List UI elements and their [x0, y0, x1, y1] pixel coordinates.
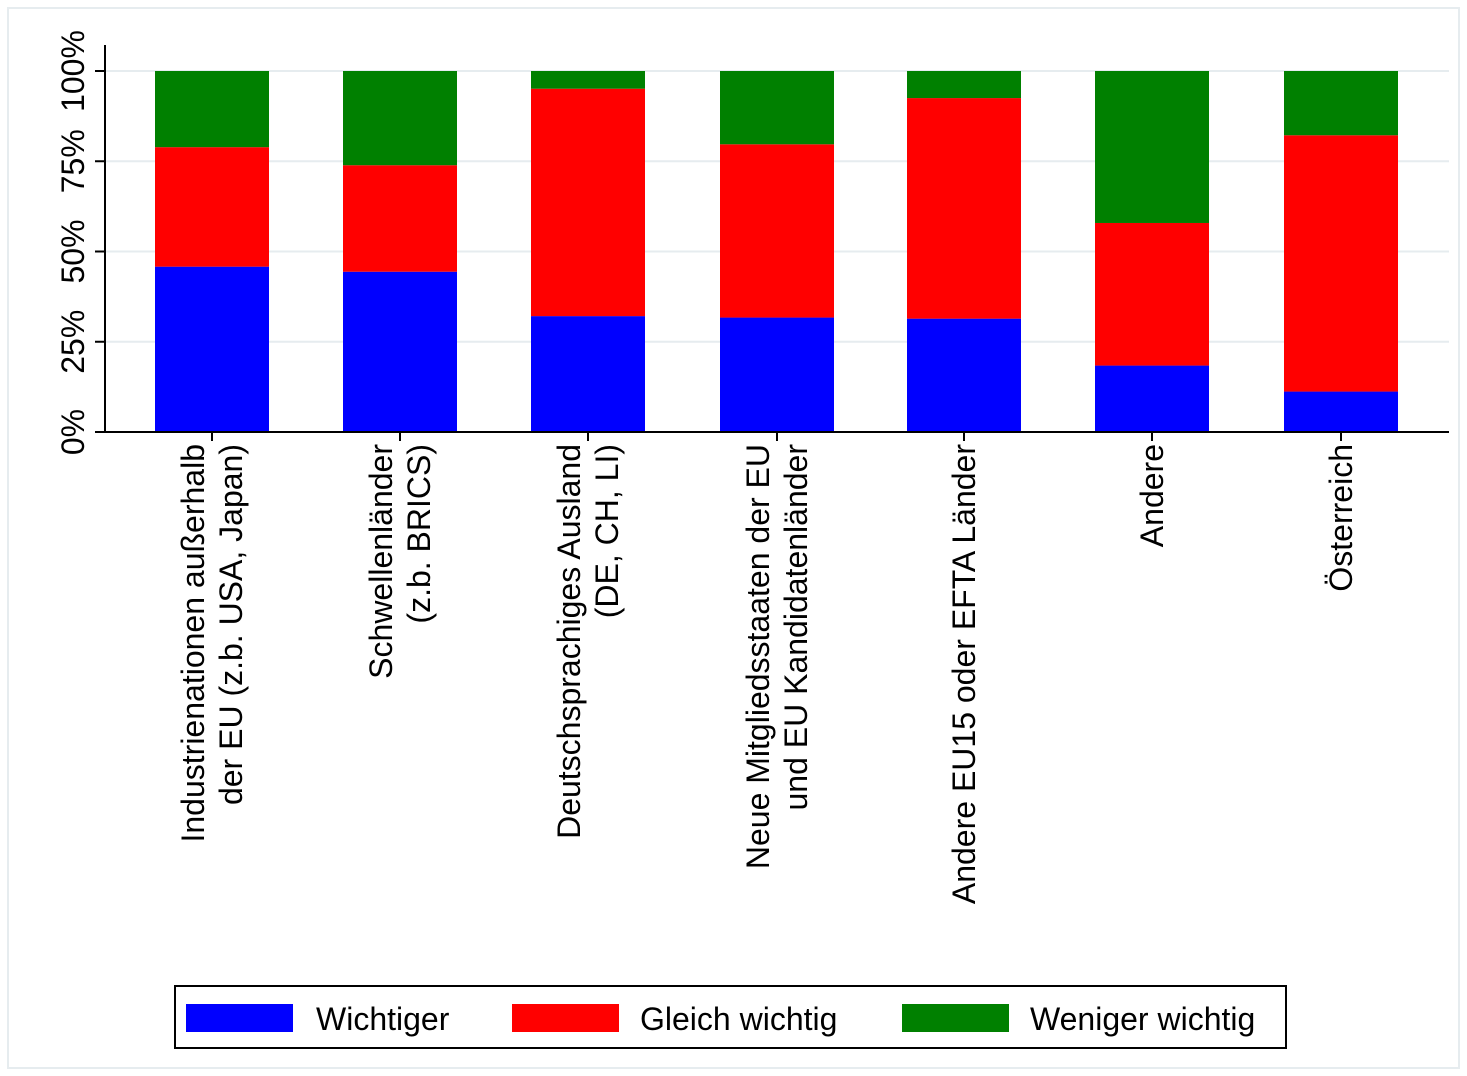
x-tick-label: Österreich [1323, 444, 1359, 592]
x-tick-labels: Industrienationen außerhalb der EU (z.b. … [175, 444, 1359, 904]
x-tick-label: (DE, CH, LI) [589, 444, 625, 618]
legend-box [174, 985, 1287, 1049]
y-tick-labels: 0% 25% 50% 75% 100% [55, 30, 91, 455]
bar-segment-6-gleich-wichtig [1095, 222, 1209, 366]
bar-segment-5-wichtiger [907, 318, 1021, 432]
y-tick-label: 100% [55, 30, 91, 112]
axes-layer [95, 45, 1449, 441]
bar-segment-4-wichtiger [720, 317, 834, 432]
y-tick-label: 25% [55, 310, 91, 374]
bar-segment-3-weniger-wichtig [531, 71, 645, 89]
bar-segment-1-gleich-wichtig [155, 147, 269, 267]
bar-segment-6-weniger-wichtig [1095, 71, 1209, 223]
bar-segment-2-gleich-wichtig [343, 165, 457, 272]
y-tick-label: 50% [55, 219, 91, 283]
x-tick-label: der EU (z.b. USA, Japan) [213, 444, 249, 805]
legend-label: Weniger wichtig [1030, 1001, 1255, 1037]
bar-segment-3-gleich-wichtig [531, 88, 645, 317]
bar-segment-5-weniger-wichtig [907, 71, 1021, 99]
x-tick-label: Neue Mitgliedsstaaten der EU [740, 444, 776, 869]
legend-label: Gleich wichtig [640, 1001, 837, 1037]
bar-segment-4-weniger-wichtig [720, 71, 834, 145]
bar-segment-7-weniger-wichtig [1284, 71, 1398, 136]
bar-segment-7-gleich-wichtig [1284, 135, 1398, 392]
legend-label: Wichtiger [316, 1001, 450, 1037]
x-tick-label: Industrienationen außerhalb [175, 444, 211, 843]
bar-segment-2-wichtiger [343, 271, 457, 432]
x-tick-label: (z.b. BRICS) [401, 444, 437, 624]
legend: Wichtiger Gleich wichtig Weniger wichtig [174, 985, 1287, 1049]
chart-frame [7, 7, 1460, 1069]
bar-segment-1-weniger-wichtig [155, 71, 269, 148]
bar-segment-6-wichtiger [1095, 365, 1209, 432]
y-tick-label: 0% [55, 409, 91, 455]
bar-segment-5-gleich-wichtig [907, 98, 1021, 319]
bar-segment-7-wichtiger [1284, 391, 1398, 432]
bar-segment-1-wichtiger [155, 266, 269, 432]
bar-segment-2-weniger-wichtig [343, 71, 457, 166]
bars-layer [155, 71, 1398, 432]
legend-swatch-wichtiger [186, 1004, 293, 1032]
x-tick-label: und EU Kandidatenländer [778, 444, 814, 811]
x-tick-label: Schwellenländer [363, 444, 399, 679]
y-tick-label: 75% [55, 129, 91, 193]
x-tick-label: Andere EU15 oder EFTA Länder [946, 444, 982, 904]
legend-swatch-gleich-wichtig [512, 1004, 619, 1032]
bar-segment-3-wichtiger [531, 316, 645, 432]
bar-segment-4-gleich-wichtig [720, 144, 834, 318]
x-tick-label: Andere [1134, 444, 1170, 547]
x-tick-label: Deutschsprachiges Ausland [551, 444, 587, 839]
legend-swatch-weniger-wichtig [902, 1004, 1009, 1032]
